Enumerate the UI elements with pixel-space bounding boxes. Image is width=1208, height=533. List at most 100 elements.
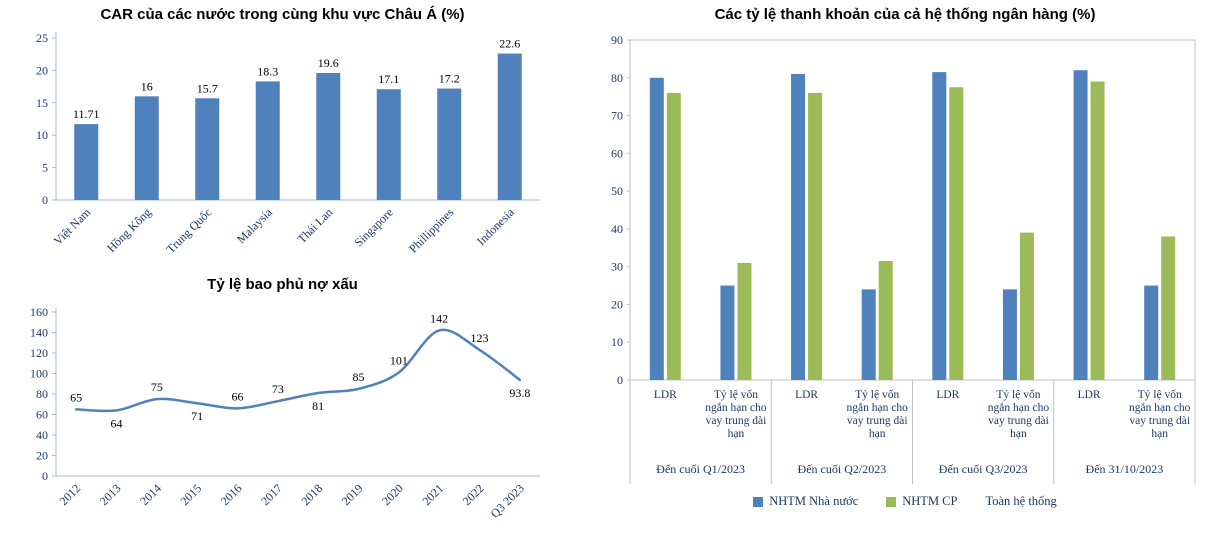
y-axis-tick-label: 160 [30, 305, 48, 319]
x-axis-category-label: 2021 [419, 481, 446, 508]
x-axis-subcategory-label: Tỷ lệ vốn ngắn hạn cho vay trung dài hạn [1129, 388, 1191, 440]
bar [134, 96, 159, 200]
car-chart-panel: CAR của các nước trong cùng khu vực Châu… [10, 2, 555, 270]
data-label: 15.7 [197, 81, 218, 95]
x-axis-category-label: Việt Nam [51, 205, 94, 248]
x-axis-subcategory-label: LDR [1078, 389, 1101, 401]
data-label: 123 [471, 331, 489, 345]
x-axis-group-label: Đến cuối Q1/2023 [656, 462, 745, 476]
x-axis-category-label: 2016 [218, 481, 245, 508]
x-axis-category-label: Indonesia [474, 205, 517, 248]
x-axis-category-label: Hồng Kông [104, 205, 154, 255]
y-axis-tick-label: 120 [30, 346, 48, 360]
y-axis-tick-label: 0 [617, 373, 623, 387]
x-axis-group-label: Đến cuối Q2/2023 [798, 462, 887, 476]
bar-state-owned [720, 285, 735, 380]
y-axis-tick-label: 70 [611, 109, 623, 123]
y-axis-tick-label: 10 [36, 128, 48, 142]
x-axis-category-label: Q3 2023 [488, 481, 527, 520]
x-axis-category-label: 2018 [298, 481, 325, 508]
y-axis-tick-label: 40 [36, 428, 48, 442]
bar-state-owned [1073, 70, 1088, 380]
x-axis-subcategory-label: Tỷ lệ vốn ngắn hạn cho vay trung dài hạn [705, 388, 767, 440]
x-axis-category-label: 2019 [339, 481, 366, 508]
bar [437, 88, 462, 200]
bar-joint-stock [1161, 236, 1176, 380]
y-axis-tick-label: 80 [36, 387, 48, 401]
x-axis-subcategory-label: LDR [795, 389, 818, 401]
plot-border [629, 39, 1196, 381]
y-axis-tick-label: 25 [36, 31, 48, 45]
data-label: 19.6 [318, 56, 339, 70]
bar-state-owned [932, 72, 947, 380]
y-axis-tick-label: 20 [36, 449, 48, 463]
y-axis-tick-label: 10 [611, 335, 623, 349]
legend-item: NHTM Nhà nước [753, 494, 858, 509]
data-label: 22.6 [499, 37, 520, 51]
bar [255, 81, 280, 200]
x-axis-subcategory-label: LDR [654, 389, 677, 401]
data-label: 66 [232, 389, 244, 403]
y-axis-tick-label: 90 [611, 33, 623, 47]
npl-coverage-line-chart: 0 20 40 60 80 100 120 140 160 65 2012 64 2013 75 2014 7… [30, 305, 540, 521]
x-axis-category-label: 2017 [258, 481, 285, 508]
data-label: 101 [390, 353, 408, 367]
bar-joint-stock [737, 262, 752, 380]
bar [316, 72, 341, 200]
legend-item: NHTM CP [886, 494, 957, 509]
data-label: 93.8 [509, 386, 530, 400]
x-axis-category-label: Trung Quốc [164, 205, 215, 256]
data-label: 65 [70, 390, 82, 404]
data-label: 17.2 [439, 72, 460, 86]
x-axis-category-label: Singapore [352, 205, 396, 249]
data-label: 81 [312, 399, 324, 413]
y-axis-tick-label: 40 [611, 222, 623, 236]
x-axis-category-label: 2014 [137, 481, 164, 508]
y-axis-tick-label: 5 [42, 161, 48, 175]
y-axis-tick-label: 100 [30, 367, 48, 381]
y-axis-tick-label: 60 [36, 408, 48, 422]
x-axis-category-label: 2015 [177, 481, 204, 508]
legend-item: Toàn hệ thống [985, 494, 1056, 509]
bar-joint-stock [949, 87, 964, 380]
legend-label: NHTM Nhà nước [769, 494, 859, 508]
y-axis-tick-label: 50 [611, 184, 623, 198]
legend-label: NHTM CP [902, 494, 958, 508]
x-axis-subcategory-label: LDR [936, 389, 959, 401]
bar-state-owned [649, 77, 664, 381]
legend-marker [886, 496, 897, 507]
bar-state-owned [861, 289, 876, 380]
bar-joint-stock [878, 261, 893, 380]
x-axis-subcategory-label: Tỷ lệ vốn ngắn hạn cho vay trung dài hạn [988, 388, 1050, 440]
car-chart-title: CAR của các nước trong cùng khu vực Châu… [100, 6, 465, 23]
bar [497, 53, 522, 200]
y-axis-tick-label: 15 [36, 96, 48, 110]
x-axis-group-label: Đến 31/10/2023 [1086, 462, 1164, 476]
npl-coverage-chart-panel: Tỷ lệ bao phủ nợ xấu 0 20 40 60 80 100 120 140 1… [10, 272, 555, 531]
x-axis-category-label: Thái Lan [295, 205, 336, 246]
bar-joint-stock [1090, 81, 1105, 381]
bar-state-owned [1144, 285, 1159, 380]
legend-marker [753, 496, 764, 507]
trend-line [74, 328, 522, 413]
data-label: 75 [151, 380, 163, 394]
car-bar-chart: 0 5 10 15 20 25 11.71 Việt Nam 16 Hồng Kông 15.7 Tr… [36, 31, 540, 256]
y-axis-tick-label: 0 [42, 193, 48, 207]
y-axis-tick-label: 20 [611, 297, 623, 311]
x-axis-category-label: 2012 [56, 481, 83, 508]
npl-coverage-chart-title: Tỷ lệ bao phủ nợ xấu [207, 276, 358, 293]
data-label: 17.1 [378, 72, 399, 86]
liquidity-grouped-bar-chart: 0 10 20 30 40 50 60 70 80 90 LDR Tỷ lệ vốn ngắn hạn … [611, 33, 1196, 484]
y-axis-tick-label: 80 [611, 71, 623, 85]
data-label: 16 [141, 79, 153, 93]
y-axis-tick-label: 20 [36, 63, 48, 77]
data-label: 18.3 [257, 64, 278, 78]
x-axis-category-label: 2020 [379, 481, 406, 508]
liquidity-chart-legend: NHTM Nhà nước NHTM CP Toàn hệ thống [602, 494, 1208, 509]
y-axis-tick-label: 140 [30, 326, 48, 340]
bar [376, 89, 401, 200]
legend-label: Toàn hệ thống [985, 494, 1057, 508]
data-label: 142 [430, 311, 448, 325]
data-label: 64 [111, 416, 123, 430]
